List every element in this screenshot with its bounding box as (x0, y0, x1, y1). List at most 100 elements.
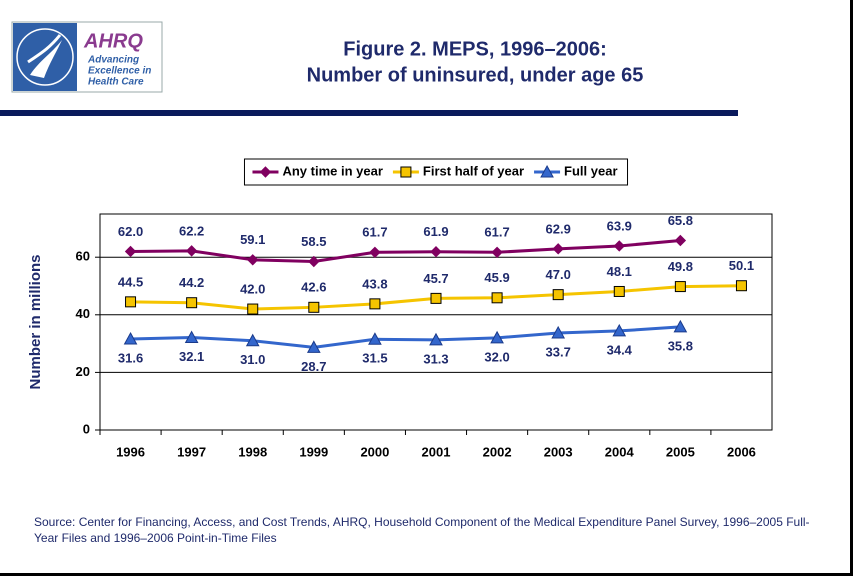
legend-box (243, 158, 629, 186)
data-label: 34.4 (607, 342, 633, 357)
data-label: 61.7 (484, 225, 509, 240)
marker (430, 246, 442, 258)
marker (491, 246, 503, 259)
data-label: 31.0 (240, 352, 265, 367)
logo-tagline: Advancing (87, 55, 139, 66)
data-label: 62.9 (546, 221, 571, 236)
marker (369, 298, 381, 310)
marker (491, 292, 503, 304)
data-label: 44.5 (118, 274, 143, 289)
x-tick-label: 1999 (299, 444, 328, 459)
data-label: 48.1 (607, 264, 632, 279)
marker (552, 243, 564, 255)
x-tick-label: 1997 (177, 444, 206, 459)
data-label: 47.0 (546, 267, 571, 282)
eagle (27, 34, 62, 64)
eagle (30, 40, 62, 78)
x-tick-label: 2003 (544, 444, 573, 459)
marker (540, 164, 554, 178)
x-tick-label: 2005 (666, 444, 695, 459)
source-note: Source: Center for Financing, Access, an… (34, 515, 810, 545)
data-label: 63.9 (607, 218, 632, 233)
marker (673, 319, 688, 333)
data-label: 62.0 (118, 224, 143, 239)
legend-label: Any time in year (282, 163, 382, 178)
data-label: 32.1 (179, 349, 204, 364)
x-tick-label: 1996 (116, 444, 145, 459)
data-label: 31.5 (362, 351, 387, 366)
data-label: 33.7 (546, 344, 571, 359)
data-label: 42.6 (301, 280, 326, 295)
header-rule (0, 110, 738, 116)
x-tick-label: 2000 (360, 444, 389, 459)
y-tick-label: 60 (76, 249, 90, 264)
marker (613, 285, 625, 297)
marker (552, 289, 564, 301)
logo: AHRQ Advancing Excellence in Health Care (11, 21, 163, 93)
marker (124, 245, 137, 258)
data-label: 65.8 (668, 213, 693, 228)
marker (308, 301, 320, 313)
marker (184, 330, 199, 344)
data-label: 58.5 (301, 234, 326, 249)
y-tick-label: 0 (83, 421, 90, 436)
logo-tagline: Excellence in (88, 66, 151, 77)
marker (551, 325, 566, 339)
y-tick-label: 40 (76, 306, 90, 321)
data-label: 45.7 (423, 271, 448, 286)
marker (613, 240, 625, 252)
frame-edge (850, 0, 853, 576)
data-label: 44.2 (179, 275, 204, 290)
y-axis-label: Number in millions (27, 254, 44, 389)
x-tick-label: 2001 (422, 444, 451, 459)
logo-name: AHRQ (83, 30, 143, 52)
data-label: 61.7 (362, 225, 387, 240)
series-line (130, 325, 681, 349)
marker (369, 246, 381, 259)
data-label: 45.9 (484, 270, 509, 285)
logo-tagline: Health Care (88, 77, 144, 88)
marker (125, 296, 137, 308)
legend-label: First half of year (423, 163, 524, 178)
seal-ring (16, 28, 74, 86)
x-tick-label: 1998 (238, 444, 267, 459)
marker (400, 166, 412, 178)
marker (259, 166, 272, 178)
chart-title: Figure 2. MEPS, 1996–2006: (343, 38, 606, 60)
marker (185, 245, 198, 257)
marker (306, 340, 321, 353)
data-label: 61.9 (423, 224, 448, 239)
x-tick-label: 2006 (727, 444, 756, 459)
data-label: 42.0 (240, 281, 265, 296)
marker (368, 332, 382, 345)
data-label: 62.2 (179, 223, 204, 238)
data-label: 32.0 (484, 349, 509, 364)
marker (490, 330, 504, 344)
marker (430, 292, 442, 304)
x-tick-label: 2002 (483, 444, 512, 459)
marker (247, 303, 259, 315)
marker (245, 333, 260, 347)
chart-title: Number of uninsured, under age 65 (307, 64, 644, 86)
data-label: 35.8 (668, 338, 693, 353)
legend: Any time in year First half of year Full y… (243, 158, 629, 186)
marker (674, 281, 686, 293)
marker (308, 255, 320, 268)
data-label: 43.8 (362, 276, 387, 291)
data-label: 31.6 (118, 350, 143, 365)
marker (612, 323, 627, 337)
marker (123, 331, 138, 345)
marker (429, 332, 443, 346)
y-tick-label: 20 (76, 364, 90, 379)
data-label: 31.3 (423, 351, 448, 366)
legend-label: Full year (564, 163, 617, 178)
marker (186, 297, 198, 309)
data-label: 28.7 (301, 359, 326, 374)
marker (735, 280, 747, 292)
marker (247, 254, 259, 266)
hhs-seal (13, 23, 77, 91)
data-label: 59.1 (240, 232, 265, 247)
data-label: 50.1 (729, 258, 754, 273)
